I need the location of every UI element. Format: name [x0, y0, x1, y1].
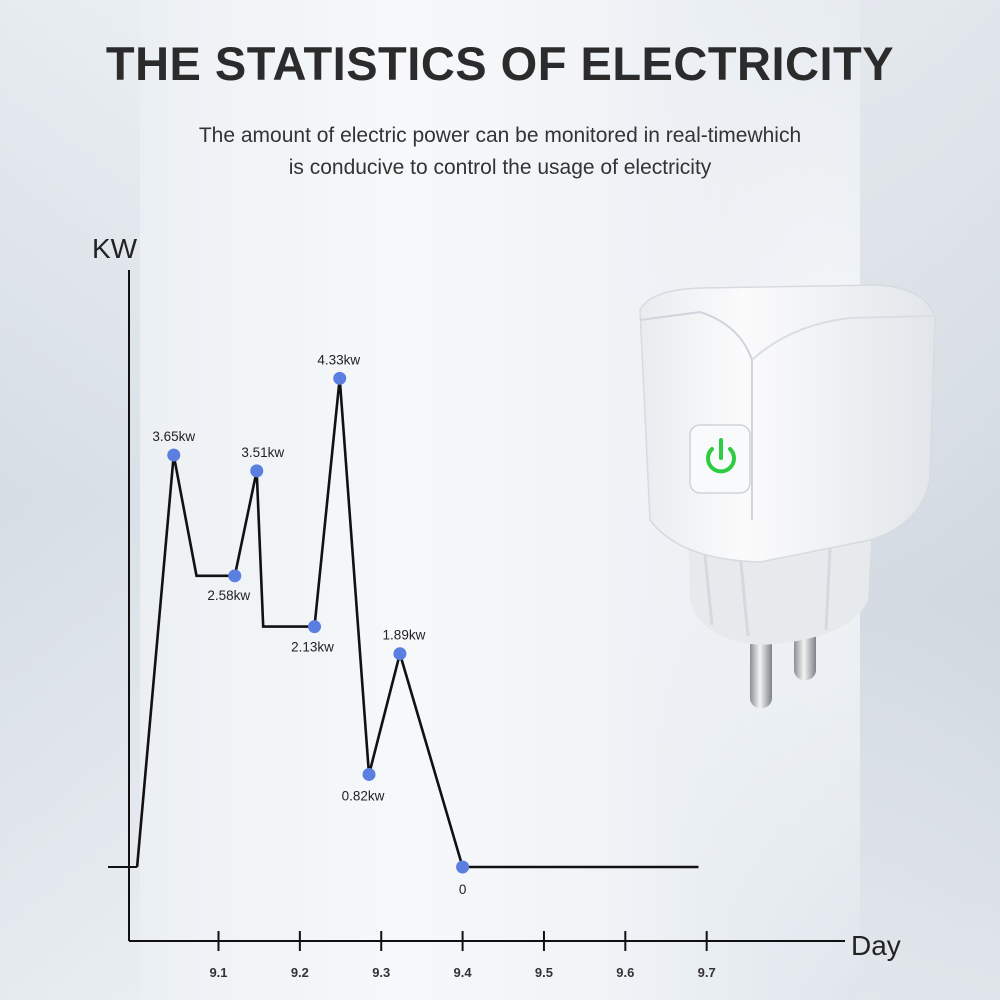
data-point [362, 767, 376, 781]
x-tick-label: 9.7 [698, 965, 716, 980]
x-axis-title: Day [851, 930, 901, 961]
subtitle-line-1: The amount of electric power can be moni… [198, 124, 802, 147]
power-icon [706, 438, 736, 474]
data-label: 0 [459, 882, 467, 897]
x-tick-label: 9.3 [372, 965, 390, 980]
x-tick-label: 9.4 [454, 965, 473, 980]
plug-face-edge [639, 310, 753, 520]
background-left [0, 0, 140, 1000]
x-tick-label: 9.5 [535, 965, 553, 980]
data-label: 4.33kw [317, 352, 360, 367]
page-subtitle: The amount of electric power can be moni… [150, 120, 850, 184]
page-title: THE STATISTICS OF ELECTRICITY [105, 37, 895, 90]
data-label: 1.89kw [383, 628, 426, 643]
data-point [228, 569, 242, 583]
data-point [393, 647, 407, 661]
data-label: 3.65kw [152, 429, 195, 444]
x-tick-label: 9.1 [209, 965, 227, 980]
x-tick-label: 9.2 [291, 965, 309, 980]
data-point [308, 620, 322, 634]
data-point [250, 464, 264, 478]
data-label: 2.58kw [207, 588, 250, 603]
data-label: 2.13kw [291, 640, 334, 655]
x-tick-label: 9.6 [616, 965, 634, 980]
subtitle-line-2: is conducive to control the usage of ele… [288, 156, 712, 179]
data-label: 0.82kw [342, 788, 385, 803]
data-label: 3.51kw [241, 445, 284, 460]
data-point [167, 448, 181, 462]
plug-base-ribs [702, 544, 832, 637]
plug-body [639, 284, 936, 563]
data-point [456, 860, 470, 874]
data-point [333, 371, 347, 385]
y-axis-title: KW [92, 233, 138, 264]
series-line [135, 378, 699, 869]
